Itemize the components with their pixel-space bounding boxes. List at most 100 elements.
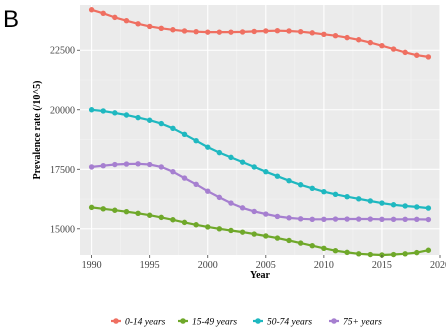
data-point-15-49-years [193,222,199,228]
x-tick-label: 1995 [140,260,160,271]
data-point-75-years [216,194,223,201]
data-point-0-14-years [390,46,397,52]
data-point-15-49-years [170,217,176,223]
y-tick-label: 17500 [50,165,75,176]
data-point-0-14-years [135,21,141,27]
data-point-15-49-years [274,235,281,241]
data-point-0-14-years [309,30,315,36]
data-point-15-49-years [425,247,432,253]
data-point-50-74-years [228,154,234,161]
data-point-0-14-years [100,10,106,17]
data-point-15-49-years [88,204,95,211]
data-point-75-years [390,216,397,222]
data-point-50-74-years [425,205,432,211]
series-lines [88,7,432,258]
data-point-15-49-years [390,251,397,258]
data-point-0-14-years [379,43,385,49]
data-point-50-74-years [251,164,257,170]
data-point-0-14-years [112,14,118,21]
data-point-50-74-years [158,120,164,127]
data-point-50-74-years [379,200,385,206]
data-point-0-14-years [332,33,339,39]
data-point-0-14-years [356,37,362,43]
data-point-0-14-years [158,25,164,32]
legend: 0-14 years 15-49 years 50-74 years 75+ year… [111,318,382,328]
x-tick-label: 2005 [256,260,276,271]
data-point-0-14-years [123,18,130,24]
data-point-50-74-years [170,125,176,132]
data-point-75-years [274,213,281,220]
data-point-0-14-years [193,28,199,35]
data-point-0-14-years [146,23,153,30]
data-point-50-74-years [135,114,141,121]
data-point-15-49-years [216,226,223,232]
data-point-0-14-years [181,28,188,34]
plot-panel [80,5,440,255]
data-point-75-years [321,216,327,222]
data-point-75-years [228,200,234,206]
data-point-0-14-years [274,28,281,34]
data-point-0-14-years [367,39,374,46]
data-point-0-14-years [286,28,292,34]
data-point-50-74-years [216,149,223,156]
data-point-75-years [100,163,106,169]
data-point-15-49-years [344,249,350,256]
data-point-15-49-years [123,208,130,215]
data-point-75-years [332,216,339,222]
data-point-50-74-years [181,131,188,137]
data-point-75-years [367,216,374,222]
data-point-75-years [414,216,420,222]
data-point-50-74-years [274,173,281,179]
data-point-75-years [205,188,211,194]
data-point-0-14-years [228,29,234,35]
data-point-15-49-years [181,219,188,226]
data-point-15-49-years [158,214,164,221]
data-point-75-years [181,175,188,181]
data-point-75-years [239,205,246,211]
data-point-15-49-years [367,251,374,258]
legend-key-point-50-74-years [255,318,261,324]
data-point-50-74-years [205,144,211,150]
data-point-15-49-years [263,233,269,239]
data-point-15-49-years [332,248,339,254]
legend-label-15-49-years: 15-49 years [192,318,237,328]
data-point-15-49-years [100,206,106,212]
data-point-0-14-years [88,7,95,13]
data-point-50-74-years [146,117,153,123]
data-point-75-years [88,164,95,170]
x-tick-label: 2020 [430,260,446,271]
data-point-50-74-years [356,196,362,202]
data-point-15-49-years [135,210,141,217]
x-tick-label: 2000 [198,260,218,271]
legend-label-50-74-years: 50-74 years [267,318,312,328]
data-point-50-74-years [309,185,315,192]
data-point-75-years [193,181,199,187]
data-point-0-14-years [414,52,420,58]
data-point-15-49-years [239,229,246,235]
data-point-0-14-years [344,34,350,41]
data-point-50-74-years [112,110,118,116]
data-point-15-49-years [286,237,292,244]
data-point-75-years [251,208,257,215]
data-point-0-14-years [170,27,176,33]
y-tick-label: 20000 [50,105,75,116]
data-point-15-49-years [146,212,153,218]
legend-key-point-75-years [331,318,337,324]
data-point-50-74-years [332,191,339,197]
data-point-0-14-years [297,28,304,35]
legend-key-point-15-49-years [180,318,186,324]
data-point-0-14-years [263,28,269,34]
data-point-15-49-years [414,249,420,256]
data-point-15-49-years [356,251,362,257]
data-point-0-14-years [321,31,327,37]
data-point-15-49-years [112,207,118,213]
data-point-15-49-years [402,251,408,257]
data-point-75-years [135,161,141,167]
panel-label: B [3,6,19,33]
y-tick-label: 15000 [50,224,75,235]
data-point-50-74-years [402,203,408,209]
data-point-15-49-years [309,243,315,249]
x-tick-label: 2010 [314,260,334,271]
data-point-0-14-years [251,28,257,35]
